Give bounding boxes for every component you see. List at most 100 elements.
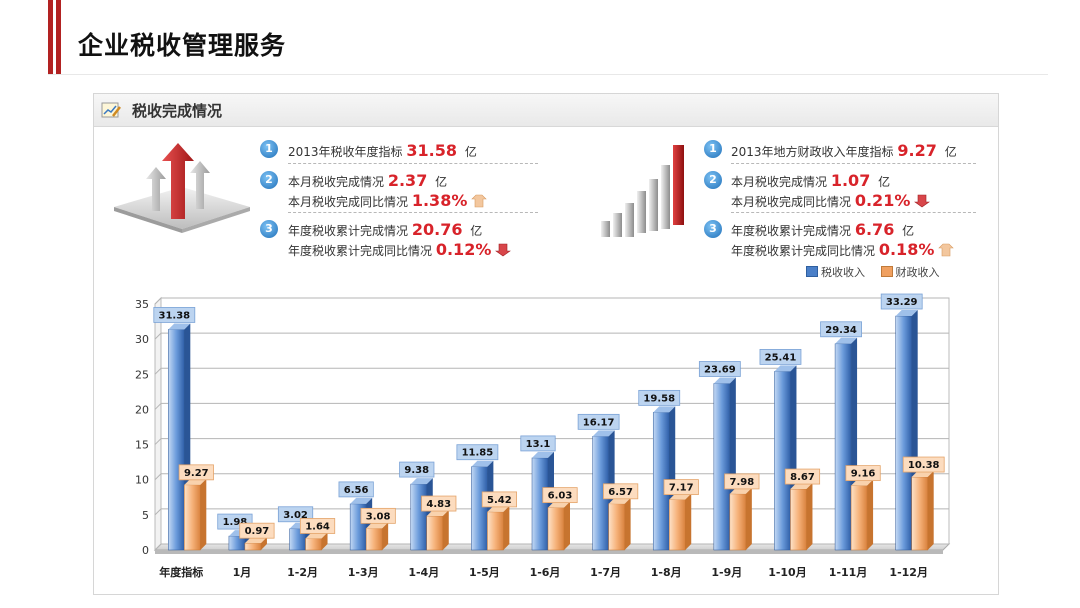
data-label-tax: 3.02 <box>277 506 314 523</box>
bar-fiscal <box>911 471 934 551</box>
data-label-fiscal: 4.83 <box>421 495 457 512</box>
bar-tax-top <box>410 478 433 485</box>
y-tick-label: 15 <box>135 439 149 452</box>
data-label-fiscal-box <box>299 518 336 534</box>
bar-fiscal-top <box>548 501 570 508</box>
trend-up-icon <box>471 194 487 208</box>
data-label-tax-box <box>638 389 681 406</box>
bar-fiscal-top <box>426 510 449 517</box>
gridline <box>154 473 162 481</box>
bar-fiscal-side <box>382 522 389 550</box>
bar-fiscal-face <box>729 493 747 551</box>
data-label-tax-box <box>399 461 435 478</box>
bar-fiscal-side <box>867 479 874 550</box>
bar-fiscal-face <box>244 542 262 551</box>
trend-down-icon <box>495 243 512 257</box>
page-title: 企业税收管理服务 <box>78 31 287 60</box>
data-label-fiscal-text: 4.83 <box>426 499 451 510</box>
bar-fiscal-face <box>487 511 504 551</box>
gridline <box>154 508 162 516</box>
trend-up-icon <box>938 243 954 257</box>
legend-item-fiscal: 财政收入 <box>880 266 940 279</box>
annual-fiscal-cumulative-yoy-value: 0.18% <box>878 240 935 259</box>
data-label-fiscal-text: 7.17 <box>669 483 694 494</box>
bar-tax-top <box>592 430 615 437</box>
data-label-tax: 23.69 <box>698 361 741 377</box>
data-label-tax-text: 16.17 <box>583 417 615 428</box>
data-label-fiscal-text: 6.57 <box>608 487 633 498</box>
data-label-tax-text: 31.38 <box>158 310 190 321</box>
data-label-tax-text: 11.85 <box>462 448 494 459</box>
bar-fiscal-face <box>790 488 807 551</box>
bar-tax-face <box>713 383 731 551</box>
data-label-tax-box <box>759 349 802 365</box>
data-label-tax-text: 6.56 <box>344 485 369 496</box>
annual-fiscal-target: 2013年地方财政收入年度指标 9.27 亿 <box>731 141 957 160</box>
bar-fiscal-side <box>321 532 328 550</box>
data-label-fiscal-box <box>421 495 457 512</box>
badge-1-right: 1 <box>704 140 722 158</box>
tax-bar-chart: 0 5 10 15 20 25 30 35 31.38 9.27 年度指标 1.980.97 1月 3.0… <box>135 293 951 579</box>
data-label-tax-box <box>277 506 314 523</box>
bar-tax-face <box>471 466 488 551</box>
rising-arrows-icon <box>114 143 250 233</box>
bar-fiscal-top <box>244 537 267 544</box>
data-label-tax: 16.17 <box>577 413 620 430</box>
bar-fiscal-face <box>608 503 625 551</box>
bar-tax-top <box>168 323 191 330</box>
monthly-tax-yoy-value: 1.38% <box>411 191 468 210</box>
data-label-fiscal-box <box>481 491 517 508</box>
data-label-fiscal-box <box>542 487 578 504</box>
bar-fiscal <box>608 497 631 551</box>
y-tick-label: 5 <box>142 509 149 522</box>
annual-tax-target: 2013年税收年度指标 31.58 亿 <box>288 141 477 160</box>
bar-fiscal-face <box>365 528 383 551</box>
data-label-tax: 29.34 <box>820 321 862 338</box>
x-tick-label: 1-3月 <box>348 566 379 579</box>
annual-tax-target-value: 31.58 <box>406 141 457 160</box>
data-label-tax-text: 1.98 <box>223 517 248 528</box>
x-tick-label: 1-7月 <box>590 566 621 579</box>
data-label-tax: 19.58 <box>638 389 681 406</box>
data-label-fiscal-box <box>845 465 881 482</box>
data-label-tax: 6.56 <box>338 481 374 498</box>
y-tick-label: 25 <box>135 368 149 381</box>
panel-header: 税收完成情况 <box>94 94 998 127</box>
bar-fiscal-side <box>200 478 207 550</box>
data-label-tax-text: 19.58 <box>643 393 675 404</box>
divider <box>288 212 538 213</box>
data-label-tax: 25.41 <box>759 349 802 365</box>
badge-2-left: 2 <box>260 171 278 189</box>
bar-fiscal-top <box>305 532 328 539</box>
data-label-fiscal-box <box>784 468 821 485</box>
growth-bars-icon <box>601 145 684 237</box>
data-label-fiscal-text: 0.97 <box>245 526 270 537</box>
data-label-tax-box <box>153 307 196 323</box>
bar-tax-face <box>895 315 912 551</box>
bar-tax-top <box>835 337 858 344</box>
x-tick-label: 1-12月 <box>889 566 928 579</box>
data-label-fiscal-text: 6.03 <box>548 491 573 502</box>
gridline <box>154 332 162 340</box>
gridline <box>154 403 162 410</box>
bar-tax-top <box>532 451 554 458</box>
data-label-fiscal: 8.67 <box>784 468 821 485</box>
bar-tax-face <box>834 343 852 551</box>
data-label-fiscal-text: 3.08 <box>366 511 391 522</box>
y-tick-label: 35 <box>135 298 149 311</box>
data-label-tax: 13.1 <box>520 435 556 452</box>
data-label-fiscal: 6.57 <box>603 483 639 500</box>
data-label-fiscal: 3.08 <box>360 507 396 524</box>
bar-fiscal-face <box>305 538 322 551</box>
x-tick-label: 1-6月 <box>530 566 561 579</box>
data-label-tax-text: 29.34 <box>825 325 857 336</box>
annual-tax-cumulative-yoy-value: 0.12% <box>435 240 492 259</box>
chart-pencil-icon <box>101 102 121 118</box>
data-label-fiscal-text: 7.98 <box>730 477 755 488</box>
bar-fiscal <box>487 505 510 551</box>
data-label-fiscal-text: 9.16 <box>851 469 876 480</box>
data-label-fiscal-box <box>178 464 214 481</box>
panel-title: 税收完成情况 <box>132 102 223 120</box>
data-label-tax-text: 25.41 <box>765 352 797 363</box>
annual-fiscal-cumulative: 年度税收累计完成情况 6.76 亿 <box>731 220 915 239</box>
